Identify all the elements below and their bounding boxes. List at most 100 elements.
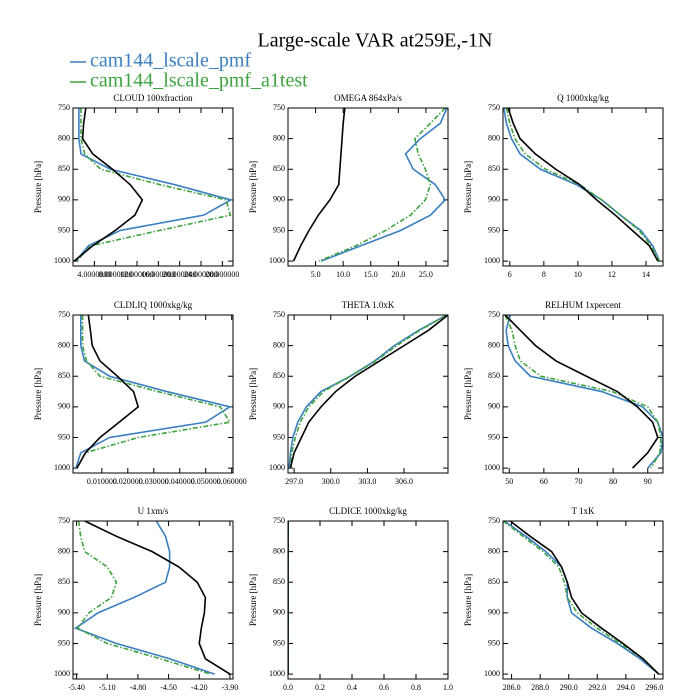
y-tick-label: 800 bbox=[273, 133, 285, 142]
y-tick-label: 900 bbox=[273, 402, 285, 411]
plot-area bbox=[75, 315, 232, 469]
series-line bbox=[503, 521, 660, 675]
x-tick-label: 296.0 bbox=[645, 683, 663, 692]
legend: cam144_lscale_pmf cam144_lscale_pmf_a1te… bbox=[70, 50, 308, 92]
y-tick-label: 800 bbox=[488, 546, 500, 555]
x-tick-label: -5.40 bbox=[68, 683, 85, 692]
y-tick-label: 800 bbox=[58, 340, 70, 349]
x-tick-label: 12.000000 bbox=[120, 270, 154, 279]
x-tick-label: 14 bbox=[642, 270, 650, 279]
panel-title: Q 1000xkg/kg bbox=[557, 93, 609, 103]
y-tick-label: 900 bbox=[273, 195, 285, 204]
plot-area bbox=[503, 108, 661, 262]
y-tick-label: 800 bbox=[273, 546, 285, 555]
panel: OMEGA 864xPa/s Pressure [hPa] 750 800 850 900… bbox=[248, 93, 449, 279]
plot-area bbox=[503, 521, 660, 675]
panel: RELHUM 1xpercent Pressure [hPa] 750 800 850 9… bbox=[463, 300, 664, 486]
x-tick-label: 80 bbox=[609, 477, 617, 486]
y-tick-label: 950 bbox=[488, 432, 500, 441]
series-line bbox=[75, 315, 232, 469]
y-tick-label: 750 bbox=[58, 516, 70, 525]
x-tick-label: 20.0 bbox=[391, 270, 405, 279]
series-line bbox=[504, 315, 659, 469]
series-line bbox=[320, 108, 448, 262]
y-tick-label: 800 bbox=[58, 133, 70, 142]
y-tick-label: 850 bbox=[488, 577, 500, 586]
y-tick-label: 1000 bbox=[269, 463, 285, 472]
x-tick-label: 28.000000 bbox=[205, 270, 239, 279]
panel: U 1xm/s Pressure [hPa] 750 800 850 900 950 1000… bbox=[33, 506, 238, 692]
series-line bbox=[288, 315, 448, 469]
x-tick-label: 303.0 bbox=[358, 477, 376, 486]
y-tick-label: 850 bbox=[58, 371, 70, 380]
x-tick-label: 0.050000 bbox=[191, 477, 221, 486]
x-tick-label: 292.0 bbox=[588, 683, 606, 692]
series-line bbox=[73, 521, 215, 675]
y-tick-label: 750 bbox=[488, 516, 500, 525]
y-tick-label: 950 bbox=[273, 225, 285, 234]
y-tick-label: 1000 bbox=[484, 463, 500, 472]
x-tick-label: 10.0 bbox=[336, 270, 350, 279]
y-tick-label: 850 bbox=[273, 371, 285, 380]
series-line bbox=[505, 108, 661, 262]
y-tick-label: 800 bbox=[488, 133, 500, 142]
y-tick-label: 800 bbox=[58, 546, 70, 555]
x-tick-label: 10 bbox=[574, 270, 582, 279]
x-tick-label: 15.0 bbox=[364, 270, 378, 279]
x-tick-label: -4.80 bbox=[130, 683, 147, 692]
panel-title: CLDICE 1000xkg/kg bbox=[329, 506, 407, 516]
y-axis-label: Pressure [hPa] bbox=[248, 161, 258, 213]
y-tick-label: 750 bbox=[488, 103, 500, 112]
series-line bbox=[503, 521, 660, 675]
series-line bbox=[289, 315, 448, 469]
panel: CLDLIQ 1000xkg/kg Pressure [hPa] 750 800 850… bbox=[33, 300, 247, 486]
axes-frame bbox=[502, 520, 664, 680]
y-tick-label: 750 bbox=[273, 516, 285, 525]
x-tick-label: 1.0 bbox=[443, 683, 453, 692]
series-line bbox=[292, 108, 346, 262]
y-tick-label: 750 bbox=[58, 103, 70, 112]
y-tick-label: 800 bbox=[273, 340, 285, 349]
plot-area bbox=[504, 315, 663, 469]
x-tick-label: 16.000000 bbox=[141, 270, 175, 279]
axes-frame bbox=[502, 107, 664, 267]
y-tick-label: 900 bbox=[488, 195, 500, 204]
x-tick-label: 6 bbox=[508, 270, 512, 279]
series-line bbox=[76, 315, 232, 469]
x-tick-label: 0.060000 bbox=[217, 477, 247, 486]
y-tick-label: 750 bbox=[273, 103, 285, 112]
y-tick-label: 950 bbox=[273, 638, 285, 647]
y-axis-label: Pressure [hPa] bbox=[248, 574, 258, 626]
x-tick-label: 0.030000 bbox=[139, 477, 169, 486]
axes-frame bbox=[287, 107, 449, 267]
axes-frame bbox=[287, 520, 449, 680]
y-tick-label: 900 bbox=[58, 608, 70, 617]
x-tick-label: 0.0 bbox=[283, 683, 293, 692]
y-tick-label: 900 bbox=[58, 195, 70, 204]
y-tick-label: 750 bbox=[488, 310, 500, 319]
series-line bbox=[76, 108, 232, 262]
y-tick-label: 1000 bbox=[484, 256, 500, 265]
figure-title: Large-scale VAR at259E,-1N bbox=[258, 30, 493, 52]
y-tick-label: 1000 bbox=[269, 256, 285, 265]
x-tick-label: -3.90 bbox=[222, 683, 239, 692]
y-tick-label: 800 bbox=[488, 340, 500, 349]
y-axis-label: Pressure [hPa] bbox=[463, 574, 473, 626]
x-tick-label: 306.0 bbox=[395, 477, 413, 486]
x-tick-label: 70 bbox=[574, 477, 582, 486]
x-tick-label: 0.6 bbox=[379, 683, 389, 692]
axes-frame bbox=[72, 314, 234, 474]
x-tick-label: 12 bbox=[608, 270, 616, 279]
panel: THETA 1.0xK Pressure [hPa] 750 800 850 900 950… bbox=[248, 300, 449, 486]
axes-frame bbox=[72, 107, 234, 267]
x-tick-label: 0.040000 bbox=[165, 477, 195, 486]
y-tick-label: 850 bbox=[273, 577, 285, 586]
y-axis-label: Pressure [hPa] bbox=[463, 368, 473, 420]
y-tick-label: 900 bbox=[273, 608, 285, 617]
panel-title: U 1xm/s bbox=[138, 506, 169, 516]
y-tick-label: 1000 bbox=[484, 669, 500, 678]
series-line bbox=[504, 315, 662, 469]
y-tick-label: 900 bbox=[488, 402, 500, 411]
y-tick-label: 950 bbox=[58, 638, 70, 647]
y-axis-label: Pressure [hPa] bbox=[463, 161, 473, 213]
